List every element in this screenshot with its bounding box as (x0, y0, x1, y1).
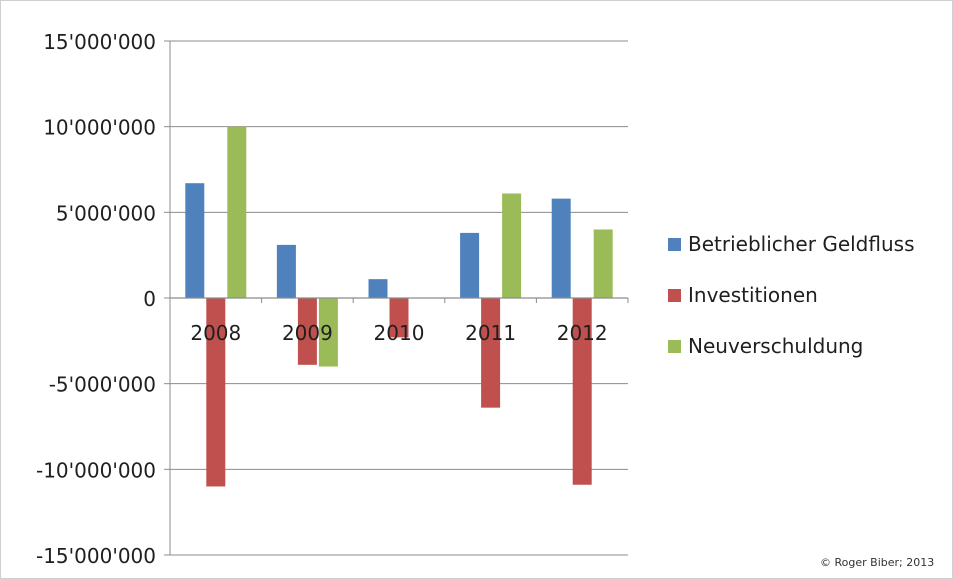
y-tick-label: 0 (143, 287, 156, 311)
legend-swatch-1 (668, 237, 681, 251)
legend-label-3: Neuverschuldung (688, 334, 864, 358)
bar-neuverschuldung-2009 (318, 298, 338, 367)
bar-investitionen-2009 (297, 298, 317, 365)
legend-swatch-3 (668, 339, 681, 353)
legend-item-3: Neuverschuldung (668, 334, 952, 358)
bar-betrieblicher-geldfluss-2008 (185, 183, 205, 298)
legend-label-2: Investitionen (688, 283, 818, 307)
y-tick-label: 15'000'000 (43, 30, 156, 54)
y-tick-label: 5'000'000 (56, 201, 156, 225)
x-tick-label: 2010 (374, 321, 425, 345)
y-tick-label: -10'000'000 (36, 458, 156, 482)
bar-investitionen-2012 (572, 298, 592, 485)
grid-lines (170, 40, 628, 556)
legend-label-1: Betrieblicher Geldfluss (688, 232, 915, 256)
tick-labels: 15'000'000 10'000'000 5'000'000 0 -5'000'000… (36, 30, 608, 568)
bar-investitionen-2010 (389, 298, 409, 338)
axes (164, 40, 629, 556)
bar-investitionen-2008 (206, 298, 226, 487)
bar-betrieblicher-geldfluss-2012 (551, 198, 571, 298)
copyright-credit: © Roger Biber; 2013 (820, 556, 935, 569)
bars (185, 126, 613, 487)
bar-neuverschuldung-2011 (502, 193, 522, 298)
bar-neuverschuldung-2008 (227, 126, 247, 299)
bar-neuverschuldung-2012 (593, 229, 613, 298)
bar-betrieblicher-geldfluss-2010 (368, 279, 388, 298)
legend-item-1: Betrieblicher Geldfluss (668, 232, 952, 256)
bar-betrieblicher-geldfluss-2011 (460, 232, 480, 298)
y-tick-label: -5'000'000 (49, 373, 156, 397)
y-tick-label: 10'000'000 (43, 116, 156, 140)
bar-betrieblicher-geldfluss-2009 (276, 244, 296, 298)
y-tick-label: -15'000'000 (36, 544, 156, 568)
bar-investitionen-2011 (481, 298, 501, 408)
x-tick-label: 2008 (190, 321, 241, 345)
legend-item-2: Investitionen (668, 283, 952, 307)
x-tick-label: 2009 (282, 321, 333, 345)
x-tick-label: 2012 (557, 321, 608, 345)
legend: Betrieblicher Geldfluss Investitionen Ne… (668, 232, 952, 385)
legend-swatch-2 (668, 288, 681, 302)
x-tick-label: 2011 (465, 321, 516, 345)
